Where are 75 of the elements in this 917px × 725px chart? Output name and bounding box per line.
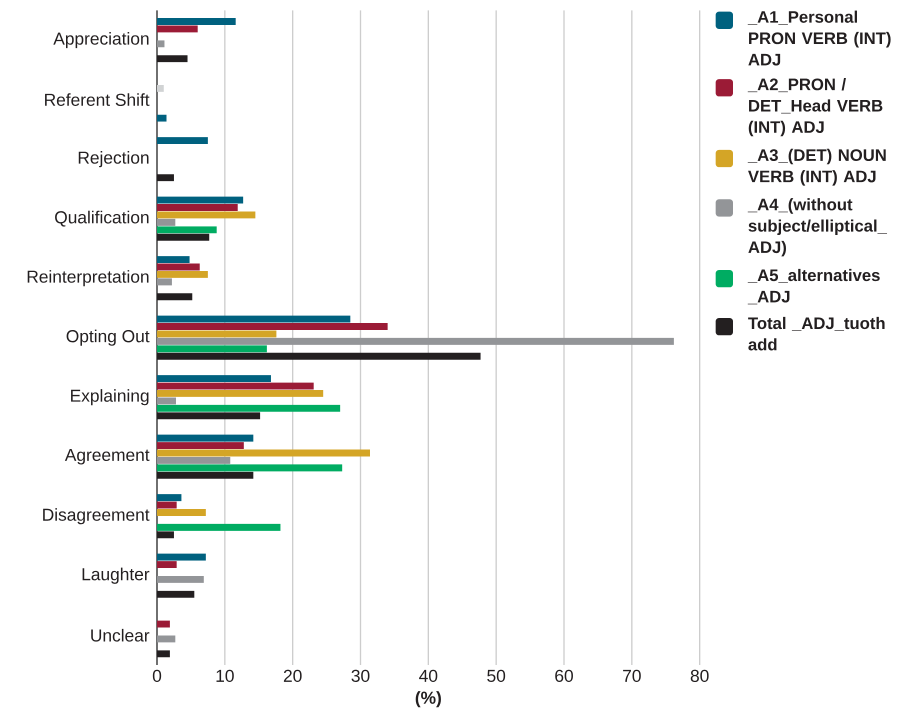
y-tick-label: Agreement [64, 448, 150, 464]
bar [157, 316, 350, 323]
bar [157, 345, 267, 352]
legend-label: _A3_(DET) NOUN VERB (INT) ADJ [748, 148, 886, 186]
x-tick-label: 40 [419, 670, 438, 682]
y-tick-label: Disagreement [43, 508, 150, 524]
bar [157, 442, 244, 450]
bar [157, 256, 190, 264]
bar [157, 390, 324, 397]
x-axis-title: (%) [416, 691, 441, 708]
bar [157, 561, 177, 568]
bar [157, 234, 210, 241]
y-tick-label: Reinterpretation [28, 270, 148, 286]
bar [157, 270, 208, 278]
x-tick-label: 20 [284, 670, 302, 682]
bar [157, 40, 164, 48]
bar [157, 55, 188, 62]
bar [157, 472, 254, 479]
bar [157, 434, 254, 442]
bar [157, 509, 206, 516]
x-tick-label: 0 [152, 670, 162, 682]
bar [157, 456, 230, 464]
legend-label: _A1_Personal PRON VERB (INT) ADJ [748, 10, 891, 66]
y-tick-label: Appreciation [53, 32, 148, 48]
bar [157, 293, 192, 300]
y-tick-label: Rejection [78, 151, 148, 168]
bar [157, 330, 276, 338]
bar [157, 650, 170, 658]
y-tick-label: Laughter [82, 568, 150, 584]
bar [157, 464, 342, 472]
bar [157, 412, 260, 420]
bar [157, 494, 182, 502]
bar [157, 84, 164, 92]
bar [157, 18, 236, 25]
bar [157, 278, 172, 286]
x-tick-label: 70 [623, 670, 641, 682]
bar [157, 375, 271, 382]
bar [157, 450, 370, 456]
y-tick-label: Unclear [91, 628, 150, 642]
y-tick-label: Referent Shift [45, 93, 150, 106]
bar [157, 218, 176, 226]
bar [157, 404, 340, 412]
legend-label: _A4_(without subject/elliptical_ ADJ) [748, 198, 888, 256]
x-tick-label: 60 [555, 670, 573, 682]
bar [157, 323, 388, 330]
bar [157, 590, 194, 598]
bar [157, 137, 208, 144]
bar [157, 196, 244, 204]
bar [157, 531, 174, 538]
bar [157, 397, 176, 404]
bar [157, 211, 256, 218]
y-tick-label: Qualification [55, 210, 148, 227]
bar [157, 25, 198, 32]
x-tick-label: 10 [216, 670, 234, 682]
bar [157, 576, 204, 583]
bar [157, 264, 200, 270]
legend-label: _A5_alternatives _ADJ [748, 268, 880, 304]
bar [157, 204, 238, 211]
bar [157, 524, 280, 531]
x-tick-label: 50 [487, 670, 506, 682]
y-tick-label: Explaining [71, 389, 148, 406]
bar [157, 382, 314, 390]
bar [157, 338, 674, 345]
legend-label: Total _ADJ_tuoth add [748, 316, 885, 350]
y-tick-label: Opting Out [66, 330, 150, 346]
bar [157, 636, 176, 642]
bar [157, 352, 481, 360]
x-tick-label: 30 [352, 670, 370, 682]
legend-label: _A2_PRON / DET_Head VERB (INT) ADJ [748, 78, 882, 136]
bar [157, 502, 177, 509]
x-tick-label: 80 [690, 670, 709, 682]
bar [157, 620, 170, 628]
bar [157, 174, 174, 182]
bar [157, 226, 217, 234]
bar [157, 554, 206, 561]
